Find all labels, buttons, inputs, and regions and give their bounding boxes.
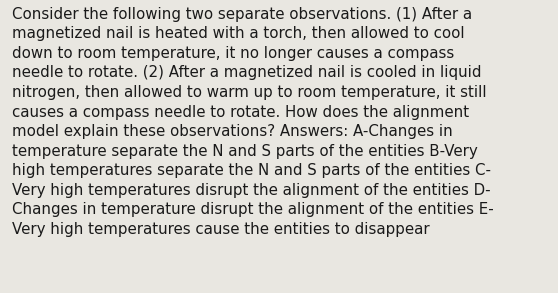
Text: Consider the following two separate observations. (1) After a
magnetized nail is: Consider the following two separate obse… (12, 7, 494, 237)
